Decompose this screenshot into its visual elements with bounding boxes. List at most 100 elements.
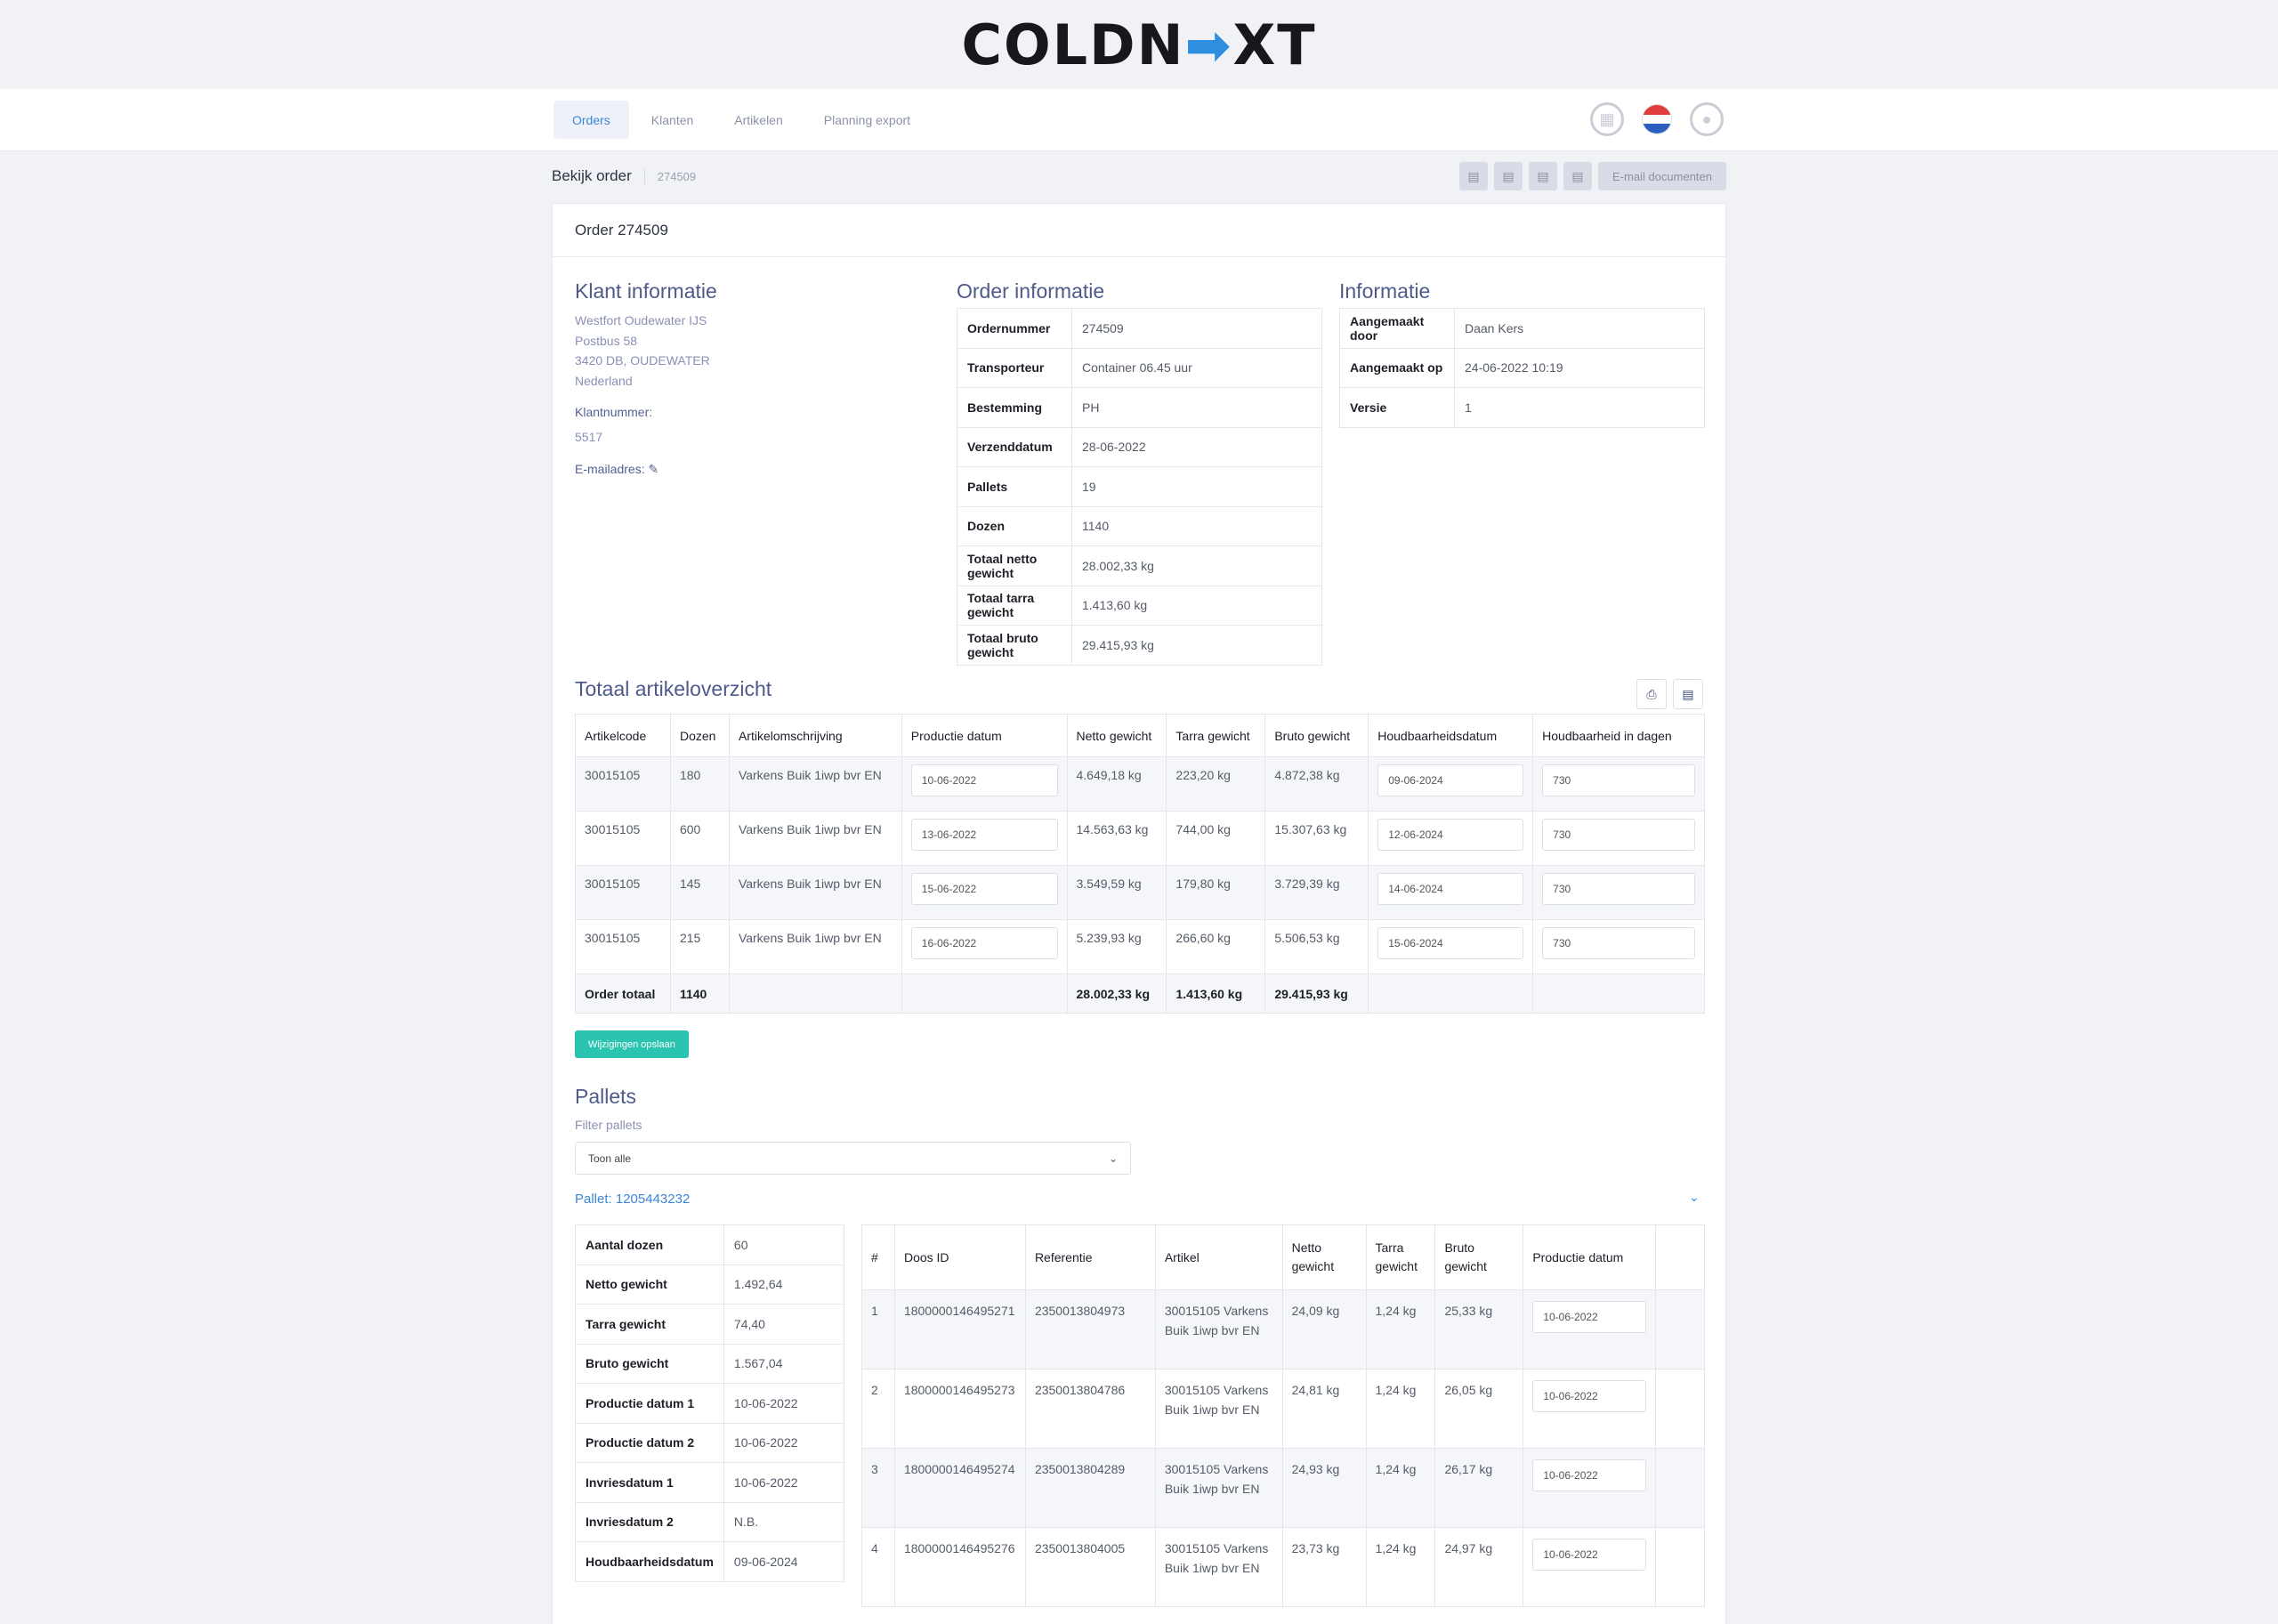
boxes-table: # Doos ID Referentie Artikel Netto gewicht Ta… xyxy=(861,1224,1705,1607)
cell-datum: 10-06-2022 xyxy=(1523,1527,1657,1607)
info-row: Aangemaakt door Daan Kers xyxy=(1339,308,1705,349)
coldnext-logo[interactable]: COLDN ➡ XT xyxy=(961,12,1316,77)
cell-dozen: 145 xyxy=(669,865,730,920)
info-value: 28-06-2022 xyxy=(1071,426,1322,467)
info-row: Aantal dozen 60 xyxy=(575,1224,845,1265)
document-icon[interactable]: ▤ xyxy=(1494,162,1523,190)
logo-arrow-icon: ➡ xyxy=(1184,12,1233,77)
date-input[interactable]: 14-06-2024 xyxy=(1377,873,1524,905)
column-header: Netto gewicht xyxy=(1066,714,1167,757)
days-input[interactable]: 730 xyxy=(1542,764,1695,796)
page-subheader: Bekijk order 274509 ▤ ▤ ▤ ▤ E-mail docum… xyxy=(552,160,1726,192)
info-value: 29.415,93 kg xyxy=(1071,625,1322,666)
dutch-flag-icon[interactable] xyxy=(1642,104,1672,134)
info-key: Productie datum 1 xyxy=(575,1383,724,1424)
info-value: Daan Kers xyxy=(1454,308,1705,349)
date-input[interactable]: 10-06-2022 xyxy=(1532,1380,1647,1412)
logo-text-right: XT xyxy=(1232,12,1317,77)
email-documents-button[interactable]: E-mail documenten xyxy=(1598,162,1726,190)
artikel-heading: Totaal artikeloverzicht xyxy=(575,677,772,700)
document-icon[interactable]: ▤ xyxy=(1563,162,1592,190)
date-input[interactable]: 10-06-2022 xyxy=(1532,1539,1647,1571)
cell-empty xyxy=(1655,1448,1705,1528)
total-cell: 1140 xyxy=(669,974,730,1014)
nav-tab-artikelen[interactable]: Artikelen xyxy=(734,112,783,127)
building-icon[interactable]: ▦ xyxy=(1590,102,1624,136)
cell-tarra: 179,80 kg xyxy=(1166,865,1266,920)
save-changes-button[interactable]: Wijzigingen opslaan xyxy=(575,1030,689,1058)
cell-bruto: 26,05 kg xyxy=(1434,1369,1524,1449)
order-info-table: Ordernummer 274509 Transporteur Container 0… xyxy=(957,308,1322,666)
cell-productie: 15-06-2022 xyxy=(901,865,1068,920)
date-input[interactable]: 15-06-2022 xyxy=(910,873,1058,905)
info-value: 1.567,04 xyxy=(723,1343,845,1384)
cell-artikel: 30015105 Varkens Buik 1iwp bvr EN xyxy=(1154,1448,1283,1528)
info-value: 1140 xyxy=(1071,505,1322,546)
info-key: Bestemming xyxy=(957,387,1072,428)
cell-ref: 2350013804289 xyxy=(1024,1448,1156,1528)
column-header: Artikelcode xyxy=(575,714,671,757)
date-input[interactable]: 10-06-2022 xyxy=(1532,1301,1647,1333)
info-row: Bruto gewicht 1.567,04 xyxy=(575,1343,845,1384)
cell-code: 30015105 xyxy=(575,811,671,866)
info-value: 274509 xyxy=(1071,308,1322,349)
chevron-down-icon[interactable]: ⌄ xyxy=(1689,1190,1700,1204)
cell-productie: 13-06-2022 xyxy=(901,811,1068,866)
info-row: Productie datum 1 10-06-2022 xyxy=(575,1383,845,1424)
cell-netto: 24,09 kg xyxy=(1281,1289,1367,1369)
document-icon[interactable]: ▤ xyxy=(1673,679,1703,709)
info-value: 1.413,60 kg xyxy=(1071,585,1322,626)
cell-empty xyxy=(1655,1369,1705,1449)
card-title: Order 274509 xyxy=(553,204,1725,257)
total-cell: 29.415,93 kg xyxy=(1264,974,1369,1014)
column-header: Productie datum xyxy=(1523,1224,1657,1290)
info-row: Productie datum 2 10-06-2022 xyxy=(575,1422,845,1463)
nav-tab-klanten[interactable]: Klanten xyxy=(650,112,694,127)
nav-tab-orders[interactable]: Orders xyxy=(553,101,629,139)
table-row: 3 1800000146495274 2350013804289 30015105 V… xyxy=(861,1448,1705,1528)
cell-netto: 24,81 kg xyxy=(1281,1369,1367,1449)
pallet-link[interactable]: Pallet: 1205443232 xyxy=(575,1192,691,1207)
email-address-edit[interactable]: E-mailadres: ✎ xyxy=(575,462,659,476)
cell-houdbaar: 15-06-2024 xyxy=(1368,919,1534,974)
nav-tab-planning-export[interactable]: Planning export xyxy=(823,112,911,127)
date-input[interactable]: 10-06-2022 xyxy=(910,764,1058,796)
cell-n: 2 xyxy=(861,1369,895,1449)
info-key: Aangemaakt door xyxy=(1339,308,1455,349)
cell-tarra: 266,60 kg xyxy=(1166,919,1266,974)
cell-omschrijving: Varkens Buik 1iwp bvr EN xyxy=(728,919,902,974)
cell-dagen: 730 xyxy=(1532,865,1705,920)
days-input[interactable]: 730 xyxy=(1542,819,1695,851)
date-input[interactable]: 15-06-2024 xyxy=(1377,927,1524,959)
document-icon[interactable]: ▤ xyxy=(1529,162,1557,190)
cell-houdbaar: 12-06-2024 xyxy=(1368,811,1534,866)
info-key: Totaal bruto gewicht xyxy=(957,625,1072,666)
date-input[interactable]: 09-06-2024 xyxy=(1377,764,1524,796)
info-key: Productie datum 2 xyxy=(575,1422,724,1463)
date-input[interactable]: 12-06-2024 xyxy=(1377,819,1524,851)
cell-n: 4 xyxy=(861,1527,895,1607)
info-row: Totaal netto gewicht 28.002,33 kg xyxy=(957,545,1322,586)
info-key: Aangemaakt op xyxy=(1339,347,1455,388)
klant-heading: Klant informatie xyxy=(575,279,717,303)
days-input[interactable]: 730 xyxy=(1542,873,1695,905)
date-input[interactable]: 13-06-2022 xyxy=(910,819,1058,851)
info-value: 74,40 xyxy=(723,1304,845,1345)
date-input[interactable]: 10-06-2022 xyxy=(1532,1459,1647,1491)
column-header: Houdbaarheidsdatum xyxy=(1368,714,1534,757)
days-input[interactable]: 730 xyxy=(1542,927,1695,959)
cell-ref: 2350013804973 xyxy=(1024,1289,1156,1369)
document-icon[interactable]: ▤ xyxy=(1459,162,1488,190)
print-icon[interactable]: ⎙ xyxy=(1636,679,1667,709)
cell-productie: 16-06-2022 xyxy=(901,919,1068,974)
filter-pallets-select[interactable]: Toon alle ⌄ xyxy=(575,1142,1131,1175)
address-line: Postbus 58 xyxy=(575,333,638,348)
table-row: 30015105 600 Varkens Buik 1iwp bvr EN 13-06… xyxy=(575,811,1705,866)
info-key: Versie xyxy=(1339,387,1455,428)
cell-tarra: 1,24 kg xyxy=(1365,1369,1436,1449)
date-input[interactable]: 16-06-2022 xyxy=(910,927,1058,959)
info-row: Totaal tarra gewicht 1.413,60 kg xyxy=(957,585,1322,626)
user-avatar-icon[interactable]: ● xyxy=(1690,102,1724,136)
cell-bruto: 26,17 kg xyxy=(1434,1448,1524,1528)
logo-bar: COLDN ➡ XT xyxy=(0,0,2278,89)
